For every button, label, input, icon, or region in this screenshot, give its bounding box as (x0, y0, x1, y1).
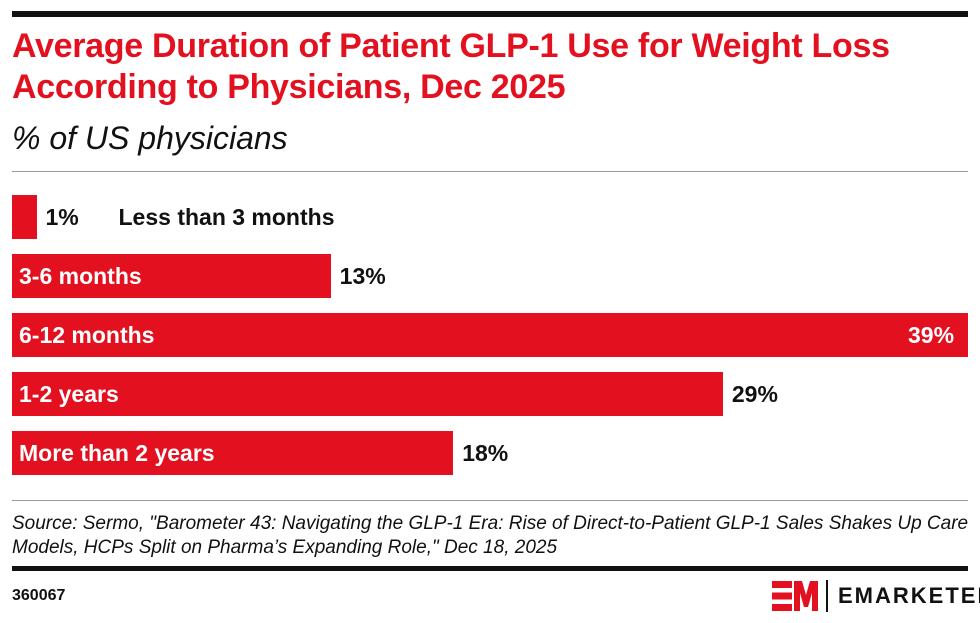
data-label: 18% (462, 440, 509, 466)
category-label: More than 2 years (19, 440, 215, 466)
top-rule (12, 11, 968, 17)
bar (12, 431, 454, 475)
bottom-rule (12, 566, 968, 571)
chart-subtitle: % of US physicians (12, 120, 288, 156)
category-label: 1-2 years (19, 381, 119, 407)
logo-wordmark: EMARKETER (838, 583, 980, 608)
bar (12, 372, 723, 416)
data-label: 1% (45, 204, 79, 230)
bar (12, 254, 331, 298)
logo-separator (826, 580, 828, 612)
emarketer-logo: EMARKETER (772, 579, 980, 613)
em-logo-icon (772, 581, 818, 611)
bar (12, 313, 968, 357)
data-label: 29% (731, 381, 778, 407)
chart-id: 360067 (12, 587, 66, 604)
data-label: 39% (908, 322, 955, 348)
category-label: 6-12 months (19, 322, 155, 348)
source-note: Source: Sermo, "Barometer 43: Navigating… (12, 513, 969, 558)
category-label: Less than 3 months (118, 204, 335, 230)
divider (12, 500, 968, 501)
category-label: 3-6 months (19, 263, 142, 289)
chart-title: Average Duration of Patient GLP-1 Use fo… (12, 27, 890, 106)
divider (12, 171, 968, 172)
bar (12, 195, 37, 239)
data-label: 13% (339, 263, 386, 289)
